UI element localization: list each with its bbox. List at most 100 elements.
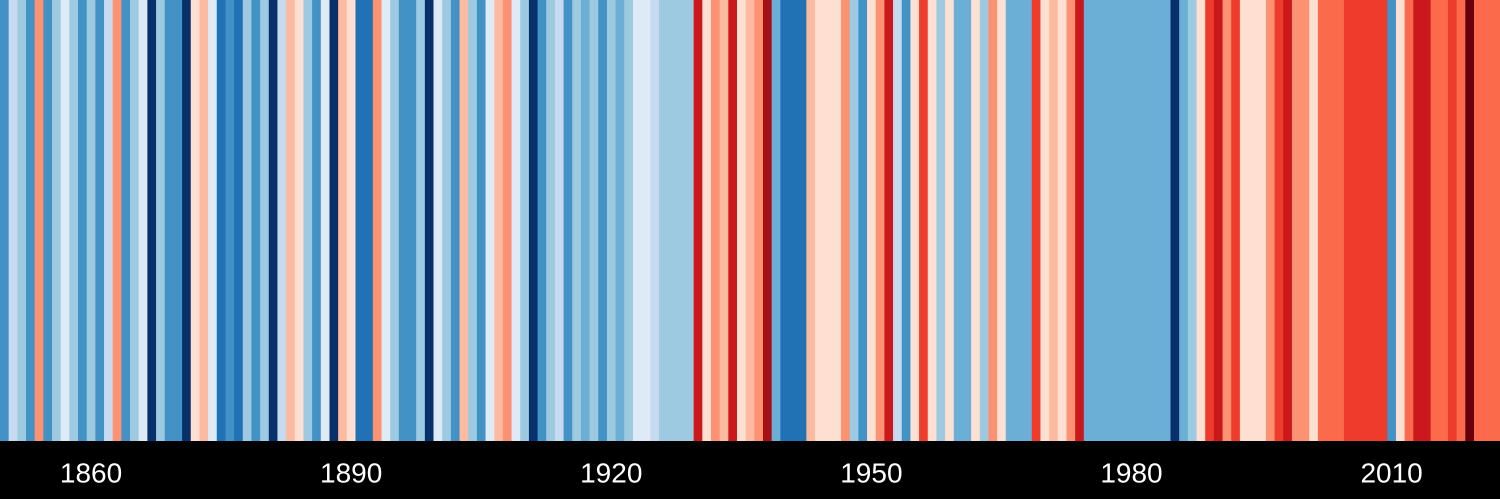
stripe: [372, 0, 383, 441]
stripe: [901, 0, 911, 441]
stripe: [658, 0, 669, 441]
stripe: [78, 0, 88, 441]
stripe: [69, 0, 79, 441]
stripe: [910, 0, 920, 441]
stripe: [329, 0, 339, 441]
stripe: [841, 0, 851, 441]
stripe: [676, 0, 686, 441]
stripe: [1144, 0, 1154, 441]
stripe: [884, 0, 894, 441]
stripe: [1274, 0, 1284, 441]
stripe: [1430, 0, 1440, 441]
stripe: [294, 0, 304, 441]
x-tick-label: 1920: [580, 457, 642, 488]
stripe: [433, 0, 443, 441]
stripe: [823, 0, 833, 441]
stripe: [849, 0, 859, 441]
stripe: [450, 0, 461, 441]
stripe: [736, 0, 747, 441]
stripe: [1213, 0, 1224, 441]
stripe: [624, 0, 634, 441]
stripe: [554, 0, 565, 441]
stripe: [260, 0, 270, 441]
stripe: [1066, 0, 1076, 441]
stripe: [520, 0, 530, 441]
stripe: [17, 0, 27, 441]
stripe: [1439, 0, 1449, 441]
stripe: [268, 0, 278, 441]
stripe: [537, 0, 547, 441]
stripe: [1179, 0, 1189, 441]
stripe: [476, 0, 487, 441]
stripe: [745, 0, 755, 441]
stripe: [1491, 0, 1500, 441]
stripe: [104, 0, 114, 441]
stripe: [182, 0, 192, 441]
stripe: [1369, 0, 1380, 441]
stripe: [589, 0, 599, 441]
stripe: [763, 0, 773, 441]
stripe: [303, 0, 313, 441]
stripe: [580, 0, 591, 441]
stripe: [546, 0, 556, 441]
stripe: [364, 0, 374, 441]
stripe: [684, 0, 695, 441]
stripe: [563, 0, 573, 441]
stripe: [26, 0, 36, 441]
stripe: [1005, 0, 1015, 441]
stripe: [147, 0, 157, 441]
stripe: [1196, 0, 1206, 441]
stripe: [936, 0, 946, 441]
stripe: [702, 0, 712, 441]
stripe: [320, 0, 330, 441]
stripe: [381, 0, 391, 441]
stripe: [312, 0, 322, 441]
stripe: [615, 0, 625, 441]
stripe: [1300, 0, 1310, 441]
stripe: [468, 0, 478, 441]
stripe: [494, 0, 504, 441]
stripe: [927, 0, 937, 441]
stripe: [199, 0, 209, 441]
stripe: [1031, 0, 1041, 441]
stripe: [390, 0, 400, 441]
stripe: [641, 0, 651, 441]
stripe: [1317, 0, 1328, 441]
stripe: [693, 0, 703, 441]
stripe: [754, 0, 764, 441]
stripe: [173, 0, 183, 441]
stripe: [1421, 0, 1432, 441]
stripe: [1092, 0, 1102, 441]
stripe: [164, 0, 174, 441]
stripe: [988, 0, 998, 441]
stripe: [355, 0, 365, 441]
stripe: [806, 0, 816, 441]
stripe: [1109, 0, 1119, 441]
stripe: [190, 0, 200, 441]
stripe: [156, 0, 166, 441]
stripe: [875, 0, 885, 441]
stripe: [971, 0, 981, 441]
stripe: [979, 0, 989, 441]
stripe: [208, 0, 218, 441]
stripe: [832, 0, 842, 441]
stripe: [1101, 0, 1111, 441]
stripe: [1257, 0, 1267, 441]
stripe: [1040, 0, 1050, 441]
x-tick-label: 1950: [840, 457, 902, 488]
x-tick-label: 1860: [60, 457, 122, 488]
stripe: [919, 0, 929, 441]
stripe: [242, 0, 252, 441]
stripe: [1239, 0, 1250, 441]
stripe: [442, 0, 452, 441]
stripe: [797, 0, 807, 441]
stripe: [1465, 0, 1475, 441]
stripe: [719, 0, 729, 441]
stripe: [1075, 0, 1085, 441]
stripe: [43, 0, 53, 441]
stripe: [710, 0, 721, 441]
stripe: [1343, 0, 1354, 441]
stripe: [1447, 0, 1458, 441]
stripe: [789, 0, 799, 441]
